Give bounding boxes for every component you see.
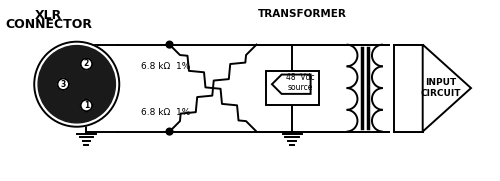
Text: 48  Vdc
source: 48 Vdc source [286,73,314,92]
Circle shape [80,58,92,70]
Text: 2: 2 [84,59,89,68]
FancyBboxPatch shape [266,71,320,106]
Polygon shape [272,75,310,94]
Text: 6.8 kΩ  1%: 6.8 kΩ 1% [140,108,190,117]
Circle shape [38,46,116,123]
Text: 1: 1 [84,101,89,110]
Polygon shape [422,45,471,132]
Circle shape [80,100,92,111]
Text: XLR: XLR [35,9,62,22]
Circle shape [166,41,173,48]
Text: TRANSFORMER: TRANSFORMER [258,9,346,19]
Circle shape [58,78,69,90]
Text: CONNECTOR: CONNECTOR [5,18,92,31]
Text: 6.8 kΩ  1%: 6.8 kΩ 1% [140,62,190,71]
Text: 3: 3 [60,80,66,89]
Text: INPUT
CIRCUIT: INPUT CIRCUIT [421,78,462,98]
FancyBboxPatch shape [394,45,422,132]
Circle shape [166,128,173,135]
Circle shape [34,42,119,127]
